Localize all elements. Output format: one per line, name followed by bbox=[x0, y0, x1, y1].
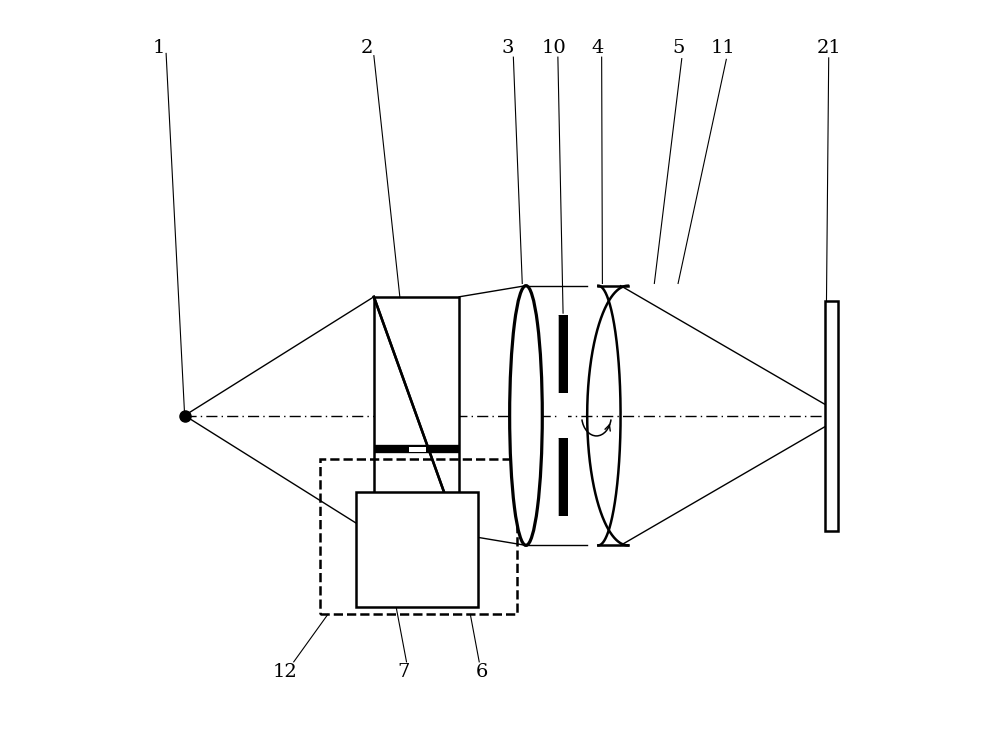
Bar bbox=[374, 297, 459, 534]
Ellipse shape bbox=[510, 286, 542, 545]
Bar bbox=[558, 393, 568, 438]
Bar bbox=[356, 492, 478, 607]
Bar bbox=[558, 438, 568, 516]
Text: 21: 21 bbox=[816, 39, 841, 57]
Text: 11: 11 bbox=[710, 39, 735, 57]
Bar bbox=[825, 301, 838, 531]
Text: 6: 6 bbox=[475, 663, 488, 680]
Text: 4: 4 bbox=[592, 39, 604, 57]
Text: 7: 7 bbox=[397, 663, 410, 680]
Bar bbox=[558, 315, 568, 393]
Text: 10: 10 bbox=[542, 39, 567, 57]
Text: 3: 3 bbox=[501, 39, 514, 57]
Text: 12: 12 bbox=[272, 663, 297, 680]
Bar bbox=[320, 459, 517, 614]
Text: 5: 5 bbox=[672, 39, 684, 57]
Text: 1: 1 bbox=[152, 39, 165, 57]
Text: 2: 2 bbox=[360, 39, 373, 57]
